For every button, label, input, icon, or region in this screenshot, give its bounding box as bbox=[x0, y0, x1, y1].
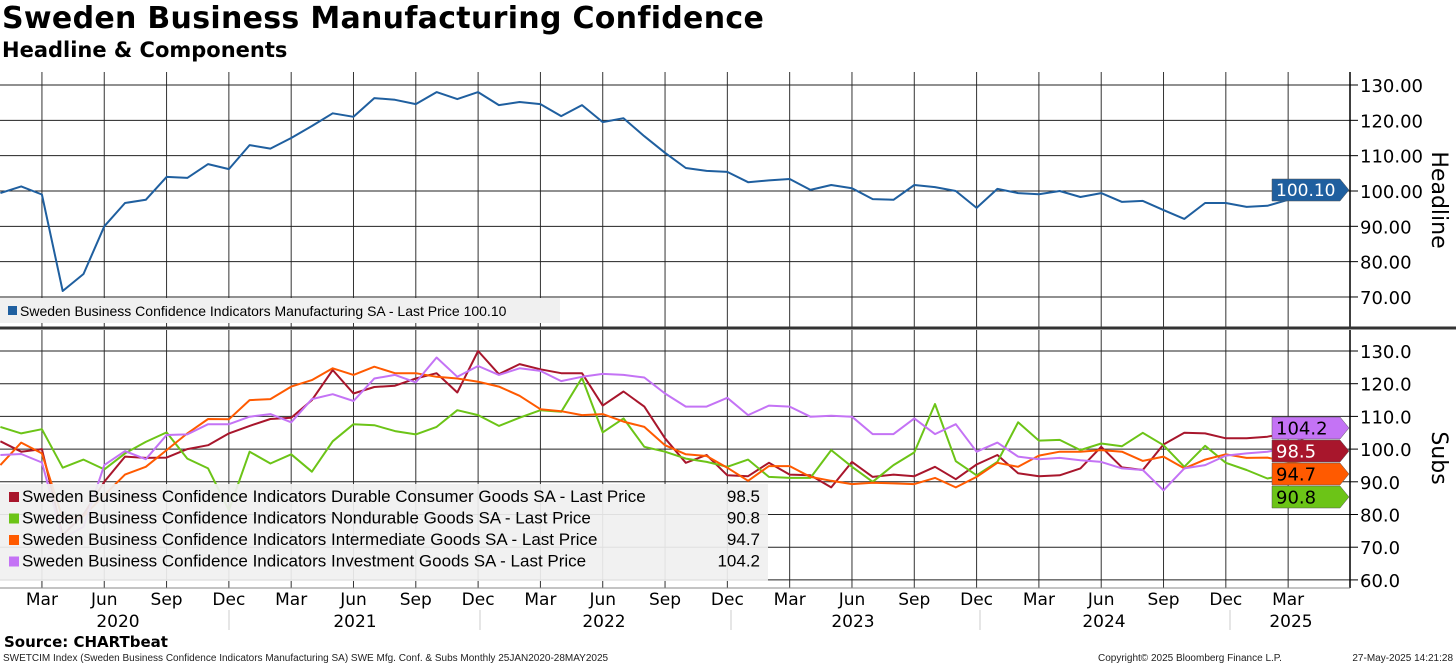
legend-box bbox=[0, 298, 560, 323]
y-axis-title: Subs bbox=[1426, 431, 1451, 484]
x-tick-label-month: Sep bbox=[151, 590, 183, 610]
x-tick-label-year: 2023 bbox=[831, 612, 874, 632]
legend-value: 98.5 bbox=[727, 487, 760, 506]
legend-box bbox=[0, 484, 768, 581]
x-tick-label-year: 2022 bbox=[582, 612, 625, 632]
chart-subtitle: Headline & Components bbox=[2, 38, 288, 62]
x-tick-label-month: Jun bbox=[1087, 590, 1115, 610]
y-tick-label: 90.0 bbox=[1360, 473, 1400, 494]
last-value-tag bbox=[1271, 178, 1350, 202]
last-value-label: 104.2 bbox=[1276, 418, 1328, 439]
legend-label: Sweden Business Confidence Indicators Du… bbox=[22, 487, 646, 506]
legend-value: 104.2 bbox=[717, 552, 760, 571]
y-tick-label: 100.00 bbox=[1360, 182, 1423, 203]
x-tick-label-month: Mar bbox=[1023, 590, 1055, 610]
footer-copyright: Copyright© 2025 Bloomberg Finance L.P. bbox=[1098, 653, 1282, 664]
legend-label: Sweden Business Confidence Indicators In… bbox=[22, 530, 597, 549]
y-tick-label: 70.0 bbox=[1360, 538, 1400, 559]
legend-label: Sweden Business Confidence Indicators Ma… bbox=[20, 303, 507, 319]
x-tick-label-year: 2025 bbox=[1269, 612, 1312, 632]
x-tick-label-month: Jun bbox=[90, 590, 118, 610]
legend-label: Sweden Business Confidence Indicators No… bbox=[22, 509, 591, 528]
series-line bbox=[0, 350, 1331, 537]
x-tick-label-month: Mar bbox=[524, 590, 556, 610]
y-tick-label: 100.0 bbox=[1360, 440, 1412, 461]
footer-timestamp: 27-May-2025 14:21:28 bbox=[1352, 653, 1453, 664]
last-value-label: 90.8 bbox=[1276, 487, 1316, 508]
x-tick-label-month: Mar bbox=[26, 590, 58, 610]
source-label: Source: CHARTbeat bbox=[4, 633, 168, 651]
last-value-tag bbox=[1271, 462, 1350, 486]
x-tick-label-year: 2024 bbox=[1082, 612, 1125, 632]
legend-value: 94.7 bbox=[727, 530, 760, 549]
x-tick-label-month: Sep bbox=[1147, 590, 1179, 610]
y-axis-title: Headline bbox=[1426, 151, 1451, 248]
x-tick-label-month: Jun bbox=[588, 590, 616, 610]
legend-swatch bbox=[9, 535, 19, 545]
y-tick-label: 110.00 bbox=[1360, 147, 1423, 168]
x-tick-label-month: Sep bbox=[649, 590, 681, 610]
last-value-label: 98.5 bbox=[1276, 441, 1316, 462]
y-tick-label: 70.00 bbox=[1360, 288, 1412, 309]
x-tick-label-month: Jun bbox=[339, 590, 367, 610]
last-value-tag bbox=[1271, 485, 1350, 509]
y-tick-label: 80.0 bbox=[1360, 506, 1400, 527]
x-tick-label-month: Mar bbox=[774, 590, 806, 610]
legend-swatch bbox=[9, 513, 19, 524]
last-value-label: 94.7 bbox=[1276, 464, 1316, 485]
x-tick-label-month: Mar bbox=[1272, 590, 1304, 610]
legend-value: 90.8 bbox=[727, 509, 760, 528]
legend-swatch bbox=[9, 556, 19, 567]
x-tick-label-year: 2021 bbox=[333, 612, 376, 632]
last-value-tag bbox=[1271, 416, 1350, 440]
y-tick-label: 120.0 bbox=[1360, 375, 1412, 396]
x-tick-label-month: Dec bbox=[711, 590, 744, 610]
y-tick-label: 130.00 bbox=[1360, 76, 1423, 97]
y-tick-label: 60.0 bbox=[1360, 571, 1400, 592]
y-tick-label: 80.00 bbox=[1360, 253, 1412, 274]
x-tick-label-year: 2020 bbox=[96, 612, 139, 632]
y-tick-label: 110.0 bbox=[1360, 407, 1412, 428]
legend-label: Sweden Business Confidence Indicators In… bbox=[22, 552, 586, 571]
x-tick-label-month: Dec bbox=[960, 590, 993, 610]
series-line bbox=[0, 91, 1330, 292]
y-tick-label: 130.0 bbox=[1360, 342, 1412, 363]
footer-description: SWETCIM Index (Sweden Business Confidenc… bbox=[3, 653, 609, 664]
legend-swatch bbox=[9, 492, 19, 502]
y-tick-label: 120.00 bbox=[1360, 111, 1423, 132]
x-tick-label-month: Mar bbox=[275, 590, 307, 610]
y-tick-label: 90.00 bbox=[1360, 217, 1412, 238]
last-value-label: 100.10 bbox=[1276, 181, 1335, 201]
last-value-tag bbox=[1271, 439, 1350, 463]
x-tick-label-month: Sep bbox=[898, 590, 930, 610]
x-tick-label-month: Dec bbox=[212, 590, 245, 610]
x-tick-label-month: Dec bbox=[1209, 590, 1242, 610]
x-tick-label-month: Dec bbox=[462, 590, 495, 610]
series-line bbox=[0, 365, 1330, 520]
x-tick-label-month: Jun bbox=[838, 590, 866, 610]
series-line bbox=[0, 356, 1330, 540]
chart-title: Sweden Business Manufacturing Confidence bbox=[2, 1, 765, 36]
x-tick-label-month: Sep bbox=[400, 590, 432, 610]
legend-swatch bbox=[8, 306, 17, 315]
